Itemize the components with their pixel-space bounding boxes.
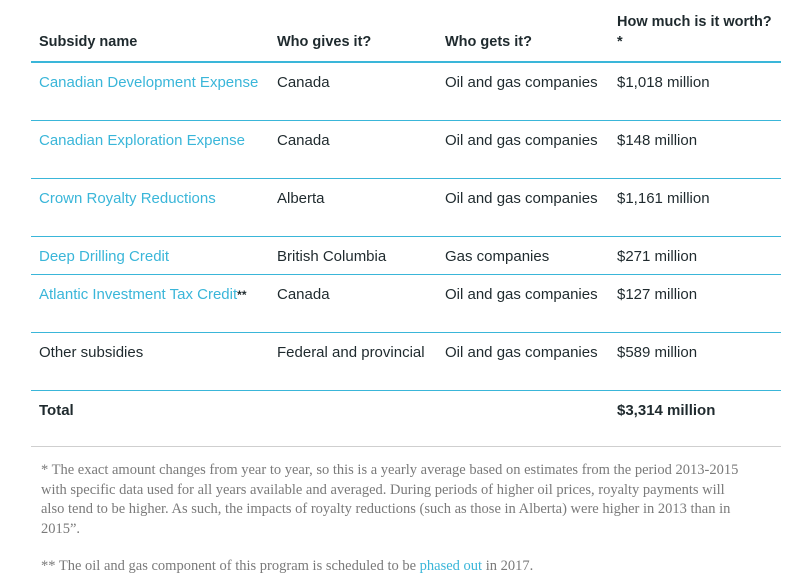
- giver-cell: Federal and provincial: [269, 332, 437, 391]
- footnote-2-suffix: in 2017.: [482, 558, 534, 574]
- amount-cell: $1,161 million: [609, 178, 781, 237]
- subsidy-name-link[interactable]: Deep Drilling Credit: [31, 236, 269, 275]
- amount-cell: $148 million: [609, 120, 781, 179]
- table-row: Deep Drilling Credit British Columbia Ga…: [31, 236, 781, 275]
- amount-cell: $127 million: [609, 274, 781, 333]
- subsidy-name-link[interactable]: Canadian Development Expense: [31, 62, 269, 121]
- footnote-divider: [31, 446, 781, 447]
- subsidy-name-text[interactable]: Canadian Exploration Expense: [39, 132, 245, 149]
- table-row: Crown Royalty Reductions Alberta Oil and…: [31, 178, 781, 237]
- amount-cell: $589 million: [609, 332, 781, 391]
- table-row: Atlantic Investment Tax Credit** Canada …: [31, 274, 781, 333]
- total-amount: $3,314 million: [617, 402, 716, 419]
- giver-cell: Alberta: [269, 178, 437, 237]
- giver-cell: Canada: [269, 62, 437, 121]
- subsidy-name-text[interactable]: Canadian Development Expense: [39, 74, 259, 91]
- table-header-row: Subsidy name Who gives it? Who gets it? …: [31, 12, 781, 63]
- recipient-cell: Gas companies: [437, 236, 609, 275]
- table-row: Canadian Exploration Expense Canada Oil …: [31, 120, 781, 179]
- header-worth: How much is it worth?*: [609, 12, 781, 63]
- recipient-cell: Oil and gas companies: [437, 332, 609, 391]
- footnote-1: * The exact amount changes from year to …: [41, 462, 739, 537]
- footnotes: * The exact amount changes from year to …: [41, 461, 741, 577]
- footnote-marker: **: [237, 288, 247, 302]
- total-empty-cell: [269, 391, 437, 429]
- total-empty-cell: [437, 391, 609, 429]
- subsidy-name-link[interactable]: Atlantic Investment Tax Credit**: [31, 274, 269, 333]
- subsidy-table-container: Subsidy name Who gives it? Who gets it? …: [31, 12, 781, 428]
- header-who-gets: Who gets it?: [437, 12, 609, 63]
- giver-cell: Canada: [269, 274, 437, 333]
- subsidy-name-text[interactable]: Atlantic Investment Tax Credit: [39, 286, 238, 303]
- amount-cell: $1,018 million: [609, 62, 781, 121]
- giver-cell: Canada: [269, 120, 437, 179]
- recipient-cell: Oil and gas companies: [437, 274, 609, 333]
- subsidy-table: Subsidy name Who gives it? Who gets it? …: [31, 12, 781, 428]
- subsidy-name-text[interactable]: Crown Royalty Reductions: [39, 190, 216, 207]
- subsidy-name-text[interactable]: Deep Drilling Credit: [39, 248, 170, 265]
- total-label: Total: [39, 402, 74, 419]
- footnote-2-prefix: ** The oil and gas component of this pro…: [41, 558, 420, 574]
- table-row: Other subsidies Federal and provincial O…: [31, 332, 781, 391]
- recipient-cell: Oil and gas companies: [437, 120, 609, 179]
- recipient-cell: Oil and gas companies: [437, 178, 609, 237]
- header-subsidy-name: Subsidy name: [31, 12, 269, 63]
- giver-cell: British Columbia: [269, 236, 437, 275]
- table-row: Canadian Development Expense Canada Oil …: [31, 62, 781, 121]
- total-row: Total $3,314 million: [31, 391, 781, 429]
- header-who-gives: Who gives it?: [269, 12, 437, 63]
- subsidy-name-cell: Other subsidies: [31, 332, 269, 391]
- subsidy-name-link[interactable]: Crown Royalty Reductions: [31, 178, 269, 237]
- recipient-cell: Oil and gas companies: [437, 62, 609, 121]
- phased-out-link[interactable]: phased out: [419, 558, 483, 574]
- amount-cell: $271 million: [609, 236, 781, 275]
- footnote-2: ** The oil and gas component of this pro…: [41, 557, 741, 577]
- subsidy-name-link[interactable]: Canadian Exploration Expense: [31, 120, 269, 179]
